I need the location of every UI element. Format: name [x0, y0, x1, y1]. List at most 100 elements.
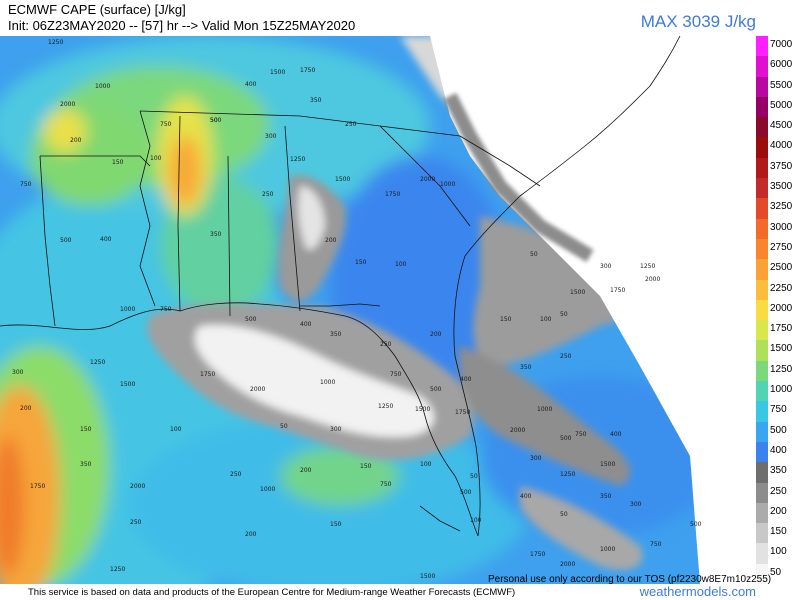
contour-label: 500 — [560, 435, 572, 442]
legend-item: 3750 — [756, 157, 800, 179]
legend-label: 2750 — [770, 241, 793, 253]
contour-label: 200 — [325, 237, 337, 244]
legend-label: 500 — [770, 424, 787, 436]
legend-label: 100 — [770, 546, 787, 558]
contour-label: 300 — [600, 263, 612, 270]
map-title: ECMWF CAPE (surface) [J/kg] — [8, 2, 186, 17]
contour-label: 1250 — [110, 566, 125, 573]
florida-keys — [419, 505, 461, 532]
legend-label: 4500 — [770, 120, 793, 132]
contour-label: 400 — [100, 236, 112, 243]
legend-item: 1250 — [756, 360, 800, 382]
legend-item: 400 — [756, 441, 800, 463]
legend-item: 7000 — [756, 36, 800, 57]
contour-label: 2000 — [510, 427, 525, 434]
legend-item: 3500 — [756, 178, 800, 199]
contour-label: 1750 — [455, 409, 470, 416]
legend-swatch — [756, 299, 768, 321]
contour-label: 400 — [245, 81, 257, 88]
contour-label: 1000 — [320, 379, 335, 386]
legend-item: 2000 — [756, 299, 800, 321]
contour-label: 750 — [20, 181, 32, 188]
contour-label: 1500 — [120, 381, 135, 388]
border-tn — [139, 110, 381, 127]
legend-swatch — [756, 76, 768, 97]
contour-label: 1250 — [560, 471, 575, 478]
legend-item: 1000 — [756, 381, 800, 402]
contour-label: 300 — [630, 501, 642, 508]
contour-label: 1250 — [378, 403, 393, 410]
contour-label: 2000 — [130, 483, 145, 490]
contour-label: 100 — [470, 517, 482, 524]
contour-label: 1750 — [530, 551, 545, 558]
contour-label: 100 — [395, 261, 407, 268]
legend-swatch — [756, 401, 768, 422]
legend-label: 6000 — [770, 59, 793, 71]
contour-label: 2000 — [560, 561, 575, 568]
contour-label: 150 — [330, 521, 342, 528]
legend-label: 5500 — [770, 79, 793, 91]
contour-label: 200 — [300, 467, 312, 474]
contour-label: 250 — [345, 121, 357, 128]
contour-label: 1000 — [440, 181, 455, 188]
contour-label: 350 — [330, 331, 342, 338]
contour-label: 1750 — [385, 191, 400, 198]
contour-label: 50 — [560, 311, 568, 318]
legend-label: 750 — [770, 404, 787, 416]
legend-label: 2250 — [770, 282, 793, 294]
legend-swatch — [756, 340, 768, 361]
legend-item: 3250 — [756, 198, 800, 219]
contour-label: 200 — [245, 531, 257, 538]
contour-label: 750 — [160, 121, 172, 128]
contour-label: 300 — [330, 426, 342, 433]
legend-item: 750 — [756, 401, 800, 422]
contour-label: 1500 — [600, 461, 615, 468]
contour-label: 1750 — [300, 67, 315, 74]
contour-label: 1000 — [537, 406, 552, 413]
legend-swatch — [756, 523, 768, 544]
legend-swatch — [756, 563, 768, 584]
contour-label: 300 — [530, 455, 542, 462]
border-ar-la — [40, 155, 151, 167]
legend-item: 100 — [756, 543, 800, 564]
legend-item: 350 — [756, 462, 800, 483]
contour-label: 750 — [575, 431, 587, 438]
contour-label: 1750 — [610, 287, 625, 294]
legend-label: 400 — [770, 444, 787, 456]
legend-label: 50 — [770, 566, 782, 578]
legend-item: 1500 — [756, 340, 800, 361]
contour-label: 50 — [210, 117, 218, 124]
legend-label: 3750 — [770, 160, 793, 172]
field-green-5 — [280, 446, 400, 506]
legend-item: 5000 — [756, 96, 800, 118]
coast-shadow — [443, 92, 594, 263]
border-ms-river — [139, 110, 156, 307]
low-cape-atlantic — [473, 216, 648, 366]
contour-label: 250 — [560, 353, 572, 360]
contour-label: 350 — [80, 461, 92, 468]
legend-swatch — [756, 218, 768, 239]
legend-label: 1500 — [770, 343, 793, 355]
site-credit-link[interactable]: weathermodels.com — [639, 584, 756, 599]
contour-label: 500 — [430, 386, 442, 393]
legend-swatch — [756, 360, 768, 382]
legend-swatch — [756, 198, 768, 219]
contour-label: 100 — [540, 316, 552, 323]
legend-swatch — [756, 36, 768, 57]
contour-label: 1500 — [570, 289, 585, 296]
color-legend: 7000 6000 5500 5000 4500 4000 3750 3500 3250 3000… — [756, 36, 800, 584]
border-al-ga — [284, 125, 301, 312]
legend-swatch — [756, 259, 768, 280]
contour-label: 500 — [60, 237, 72, 244]
legend-label: 5000 — [770, 99, 793, 111]
legend-item: 6000 — [756, 56, 800, 77]
legend-item: 150 — [756, 523, 800, 544]
contour-label: 750 — [380, 481, 392, 488]
contour-label: 400 — [300, 321, 312, 328]
legend-label: 3250 — [770, 201, 793, 213]
legend-swatch — [756, 421, 768, 442]
legend-label: 1750 — [770, 323, 793, 335]
contour-label: 150 — [80, 426, 92, 433]
legend-label: 3500 — [770, 181, 793, 193]
field-yellow-nw — [43, 109, 87, 153]
